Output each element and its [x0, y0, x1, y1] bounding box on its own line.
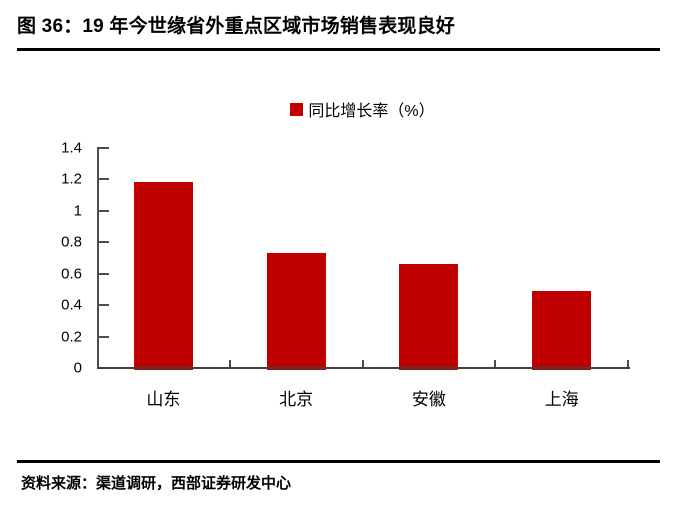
y-axis-line [97, 147, 99, 369]
category-label: 北京 [279, 390, 314, 409]
y-tick-label: 0.2 [61, 328, 82, 346]
title-rule [17, 48, 660, 51]
y-tick-label: 1.4 [61, 139, 82, 157]
category-label: 山东 [146, 390, 181, 409]
bar [133, 182, 193, 370]
bar [532, 290, 592, 370]
y-axis-tick [99, 241, 109, 244]
x-axis-tick [627, 360, 629, 368]
y-tick-label: 1 [73, 202, 82, 220]
bar [266, 253, 326, 370]
x-axis-tick [228, 360, 231, 368]
source-text: 资料来源：渠道调研，西部证券研发中心 [21, 475, 292, 492]
figure-title: 图 36：19 年今世缘省外重点区域市场销售表现良好 [17, 16, 456, 37]
footer-rule [17, 460, 660, 463]
bar-chart: 同比增长率（%） 0 0.2 0.4 0.6 0.8 1 1.2 1.4 山东 北京 安徽 上海 [61, 97, 630, 409]
legend-label: 同比增长率（%） [308, 103, 435, 120]
y-tick-label: 1.2 [61, 170, 82, 188]
chart-legend: 同比增长率（%） [97, 97, 628, 121]
y-axis-tick [99, 178, 109, 181]
x-axis-tick [361, 360, 364, 368]
y-tick-label: 0.4 [61, 296, 82, 314]
y-tick-label: 0.8 [61, 233, 82, 251]
category-label: 安徽 [411, 390, 446, 409]
x-axis-tick [494, 360, 497, 368]
y-axis-tick [99, 272, 109, 275]
y-tick-label: 0.6 [61, 265, 82, 283]
bar [399, 264, 459, 370]
category-label: 上海 [544, 390, 579, 409]
legend-swatch [290, 102, 304, 116]
y-axis-tick [99, 209, 109, 212]
x-axis-line [97, 367, 630, 369]
y-axis-tick [99, 335, 109, 338]
y-axis-tick [99, 146, 109, 149]
y-tick-label: 0 [73, 359, 82, 377]
y-axis-tick [99, 304, 109, 307]
